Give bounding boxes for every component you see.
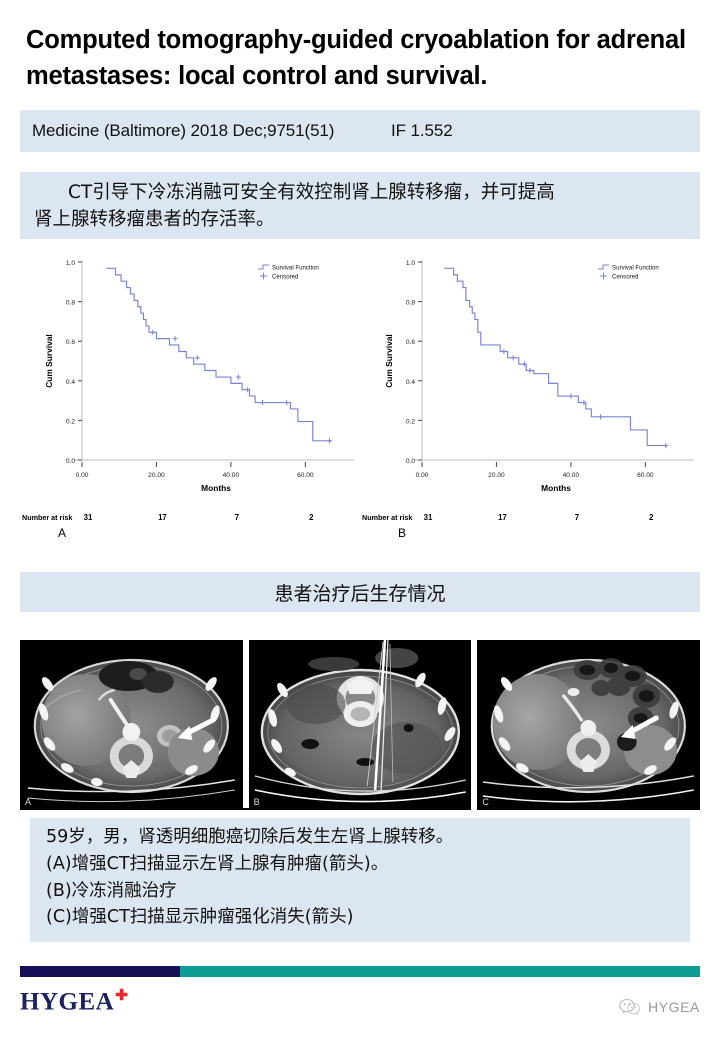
arrow-marker-c: [621, 715, 660, 739]
svg-text:40.00: 40.00: [563, 472, 580, 479]
chart-panel-a: 0.0 0.2 0.4 0.6 0.8 1.0 0.00 20.00 40.00 60.00 Mon…: [20, 248, 360, 553]
svg-text:0.2: 0.2: [66, 418, 75, 425]
ct-image-a: A: [20, 640, 243, 810]
ct-image-row: A: [20, 640, 701, 810]
svg-text:1.0: 1.0: [66, 260, 75, 267]
conclusion-band: CT引导下冷冻消融可安全有效控制肾上腺转移瘤，并可提高 肾上腺转移瘤患者的存活率…: [20, 172, 700, 239]
svg-text:0.4: 0.4: [66, 379, 75, 386]
svg-text:31: 31: [84, 513, 93, 522]
cryoprobe-needles: [366, 640, 393, 793]
conclusion-line-1: CT引导下冷冻消融可安全有效控制肾上腺转移瘤，并可提高: [34, 179, 686, 206]
svg-text:40.00: 40.00: [223, 472, 240, 479]
svg-text:60.00: 60.00: [297, 472, 314, 479]
svg-text:Number at risk: Number at risk: [22, 513, 72, 522]
svg-text:Months: Months: [201, 483, 231, 493]
figure-caption: 患者治疗后生存情况: [274, 582, 446, 605]
page-title: Computed tomography-guided cryoablation …: [26, 26, 686, 91]
svg-text:20.00: 20.00: [148, 472, 165, 479]
svg-text:60.00: 60.00: [637, 472, 654, 479]
case-line-3: (B)冷冻消融治疗: [46, 880, 177, 901]
hygea-logo: HYGEA✚: [20, 986, 128, 1016]
svg-text:Censored: Censored: [612, 273, 638, 280]
svg-text:Months: Months: [541, 483, 571, 493]
arrow-marker-a: [177, 717, 216, 740]
hygea-logo-text: HYGEA: [20, 988, 115, 1016]
citation-band: Medicine (Baltimore) 2018 Dec;9751(51) I…: [20, 110, 700, 152]
ct-image-b: B: [248, 640, 472, 810]
chart-panel-b: 0.0 0.2 0.4 0.6 0.8 1.0 0.00 20.00 40.00 60.00 Mon…: [360, 248, 700, 553]
svg-text:A: A: [58, 526, 66, 540]
svg-text:0.8: 0.8: [66, 300, 75, 307]
case-line-2: (A)增强CT扫描显示左肾上腺有肿瘤(箭头)。: [46, 853, 389, 874]
case-description-band: 59岁，男，肾透明细胞癌切除后发生左肾上腺转移。 (A)增强CT扫描显示左肾上腺…: [30, 818, 690, 942]
footer-bar-navy: [20, 966, 180, 977]
svg-text:0.6: 0.6: [406, 339, 415, 346]
svg-text:2: 2: [309, 513, 314, 522]
wechat-label: HYGEA: [647, 999, 700, 1015]
footer-bar-teal: [180, 966, 700, 977]
svg-text:0.4: 0.4: [406, 379, 415, 386]
conclusion-text-1: CT引导下冷冻消融可安全有效控制肾上腺转移瘤，并可提高: [68, 182, 555, 203]
svg-text:31: 31: [424, 513, 433, 522]
ct-scan-b-graphic: [248, 640, 472, 810]
citation-journal: Medicine (Baltimore) 2018 Dec;9751(51): [32, 121, 335, 140]
svg-text:0.0: 0.0: [406, 458, 415, 465]
svg-text:Survival Function: Survival Function: [612, 264, 659, 271]
wechat-icon: [619, 998, 641, 1016]
svg-text:17: 17: [498, 513, 507, 522]
svg-text:7: 7: [575, 513, 579, 522]
citation-text: Medicine (Baltimore) 2018 Dec;9751(51) I…: [20, 121, 453, 141]
svg-text:2: 2: [649, 513, 654, 522]
figure-caption-band: 患者治疗后生存情况: [20, 572, 700, 612]
svg-text:0.6: 0.6: [66, 339, 75, 346]
ct-image-c: C: [477, 640, 701, 810]
survival-charts: 0.0 0.2 0.4 0.6 0.8 1.0 0.00 20.00 40.00 60.00 Mon…: [20, 248, 700, 553]
svg-text:1.0: 1.0: [406, 260, 415, 267]
svg-text:7: 7: [235, 513, 239, 522]
svg-text:B: B: [398, 526, 406, 540]
case-line-4: (C)增强CT扫描显示肿瘤强化消失(箭头): [46, 907, 354, 928]
svg-text:Number at risk: Number at risk: [362, 513, 412, 522]
ct-label-a: A: [25, 797, 32, 807]
ct-scan-c-graphic: [477, 640, 701, 810]
svg-text:Survival Function: Survival Function: [272, 264, 319, 271]
wechat-footer: HYGEA: [619, 998, 700, 1016]
svg-text:0.8: 0.8: [406, 300, 415, 307]
svg-text:17: 17: [158, 513, 167, 522]
svg-text:Cum Survival: Cum Survival: [44, 334, 54, 388]
ct-underline-rule: [132, 808, 340, 810]
svg-text:0.2: 0.2: [406, 418, 415, 425]
svg-text:20.00: 20.00: [488, 472, 505, 479]
ct-label-c: C: [482, 797, 489, 807]
case-line-1: 59岁，男，肾透明细胞癌切除后发生左肾上腺转移。: [46, 827, 454, 847]
svg-text:0.0: 0.0: [66, 458, 75, 465]
svg-text:Cum Survival: Cum Survival: [384, 334, 394, 388]
svg-text:0.00: 0.00: [416, 472, 429, 479]
svg-text:0.00: 0.00: [76, 472, 89, 479]
citation-impact-factor: IF 1.552: [390, 121, 453, 140]
conclusion-line-2: 肾上腺转移瘤患者的存活率。: [34, 209, 275, 231]
ct-scan-a-graphic: [20, 640, 243, 810]
red-cross-icon: ✚: [115, 988, 129, 1004]
ct-label-b: B: [253, 797, 260, 807]
svg-text:Censored: Censored: [272, 273, 298, 280]
